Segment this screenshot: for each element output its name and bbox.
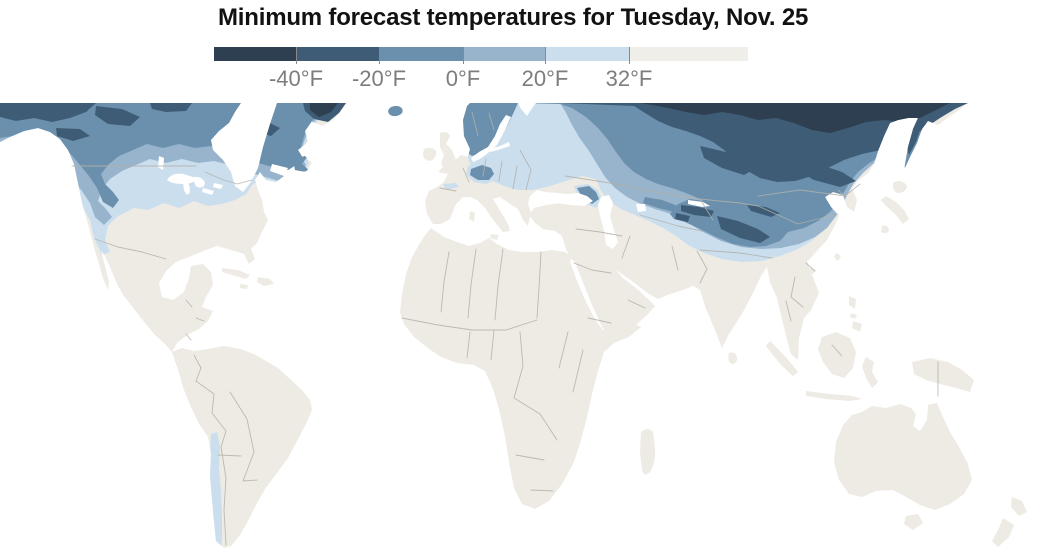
madagascar [640, 429, 656, 475]
legend-tick [629, 47, 630, 64]
legend-segment [463, 47, 545, 61]
border-lines [71, 165, 253, 341]
japan [893, 181, 907, 193]
great-lakes [202, 188, 214, 195]
new-zealand [1011, 497, 1027, 516]
page-title: Minimum forecast temperatures for Tuesda… [218, 4, 809, 31]
lake-balkhash [688, 200, 710, 207]
border-lines [564, 175, 861, 322]
island [728, 352, 738, 364]
legend-tick [379, 47, 380, 64]
philippines [852, 321, 862, 332]
aral-sea [636, 204, 646, 212]
great-lakes [213, 183, 223, 189]
baltic-sea [471, 115, 511, 162]
black-sea [533, 192, 591, 206]
indonesia [818, 332, 856, 378]
new-guinea [912, 358, 974, 392]
legend-segment [629, 47, 748, 61]
legend-tick-label: -40°F [268, 66, 324, 91]
great-lakes [193, 176, 205, 188]
border-lines [573, 262, 939, 397]
temperature-scale-bar [214, 47, 748, 61]
indonesia [862, 357, 878, 388]
border-lines [401, 248, 584, 492]
philippines [850, 313, 857, 319]
philippines [849, 296, 856, 309]
south-america [172, 346, 312, 548]
caspian-sea [598, 195, 618, 249]
legend-tick-label: 32°F [605, 66, 653, 91]
legend-segment [379, 47, 463, 61]
legend-segment [296, 47, 379, 61]
hudson-bay [211, 103, 277, 192]
lakes-layer [158, 103, 710, 249]
island [469, 211, 475, 222]
gulf-of-st-lawrence [270, 164, 288, 176]
legend-tick-label: 0°F [445, 66, 481, 91]
island [240, 284, 248, 289]
great-lakes [183, 181, 190, 195]
legend-tick-label: -20°F [351, 66, 407, 91]
tasmania [904, 514, 923, 530]
island [222, 268, 250, 279]
new-zealand [992, 518, 1014, 547]
border-lines [439, 111, 532, 192]
indonesia [806, 391, 862, 401]
island [834, 253, 841, 261]
legend-segment [545, 47, 629, 61]
great-lakes [167, 173, 196, 184]
border-lines [193, 354, 258, 546]
legend-tick [296, 47, 297, 64]
legend-segment [214, 47, 296, 61]
world-map [0, 103, 1050, 550]
lake [158, 156, 164, 170]
island [490, 234, 499, 240]
ireland [423, 147, 437, 161]
borders-layer [71, 111, 939, 546]
legend-tick [463, 47, 464, 64]
band-below-m40 [310, 103, 950, 133]
temperature-legend: -40°F -20°F 0°F 20°F 32°F [214, 47, 748, 92]
australia [834, 403, 972, 510]
island [257, 277, 274, 286]
legend-tick-label: 20°F [521, 66, 569, 91]
japan [881, 196, 909, 224]
japan [881, 225, 889, 234]
legend-tick [545, 47, 546, 64]
gulf-of-finland [489, 142, 510, 152]
